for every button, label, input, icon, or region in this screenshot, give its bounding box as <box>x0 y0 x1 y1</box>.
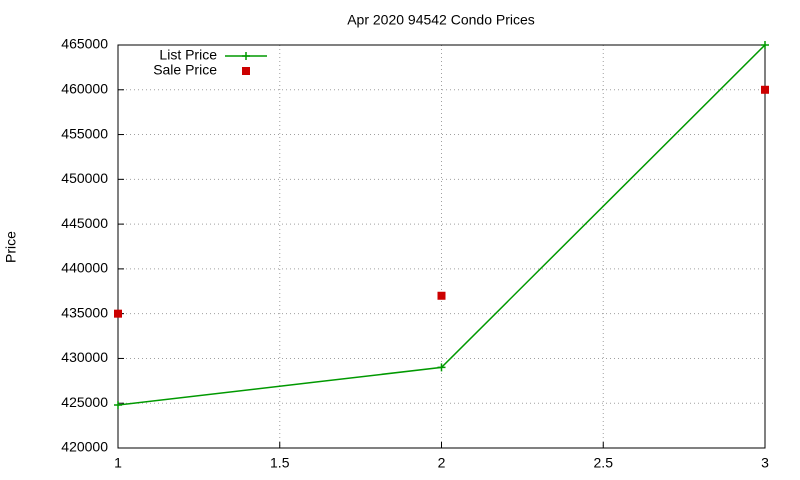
y-tick-label: 450000 <box>61 170 108 186</box>
legend-marker <box>242 67 250 75</box>
x-tick-label: 2.5 <box>594 455 614 471</box>
point <box>437 363 446 372</box>
point <box>114 309 122 318</box>
x-tick-label: 1 <box>114 455 122 471</box>
point <box>761 85 769 94</box>
y-tick-label: 465000 <box>61 36 108 52</box>
chart-title: Apr 2020 94542 Condo Prices <box>347 12 535 28</box>
point <box>761 41 769 49</box>
y-tick-label: 455000 <box>61 125 108 141</box>
point <box>114 401 122 410</box>
y-axis-label: Price <box>3 231 19 263</box>
y-tick-label: 430000 <box>61 349 108 365</box>
legend-label: List Price <box>159 47 217 63</box>
x-tick-label: 1.5 <box>270 455 290 471</box>
plot-frame <box>117 44 766 449</box>
legend-marker <box>242 52 250 60</box>
y-tick-label: 445000 <box>61 215 108 231</box>
point <box>437 291 446 300</box>
y-tick-label: 440000 <box>61 260 108 276</box>
y-tick-label: 420000 <box>61 439 108 455</box>
y-tick-label: 425000 <box>61 394 108 410</box>
legend-label: Sale Price <box>153 62 217 78</box>
y-tick-label: 435000 <box>61 304 108 320</box>
y-tick-label: 460000 <box>61 80 108 96</box>
x-tick-label: 2 <box>438 455 446 471</box>
x-tick-label: 3 <box>761 455 769 471</box>
